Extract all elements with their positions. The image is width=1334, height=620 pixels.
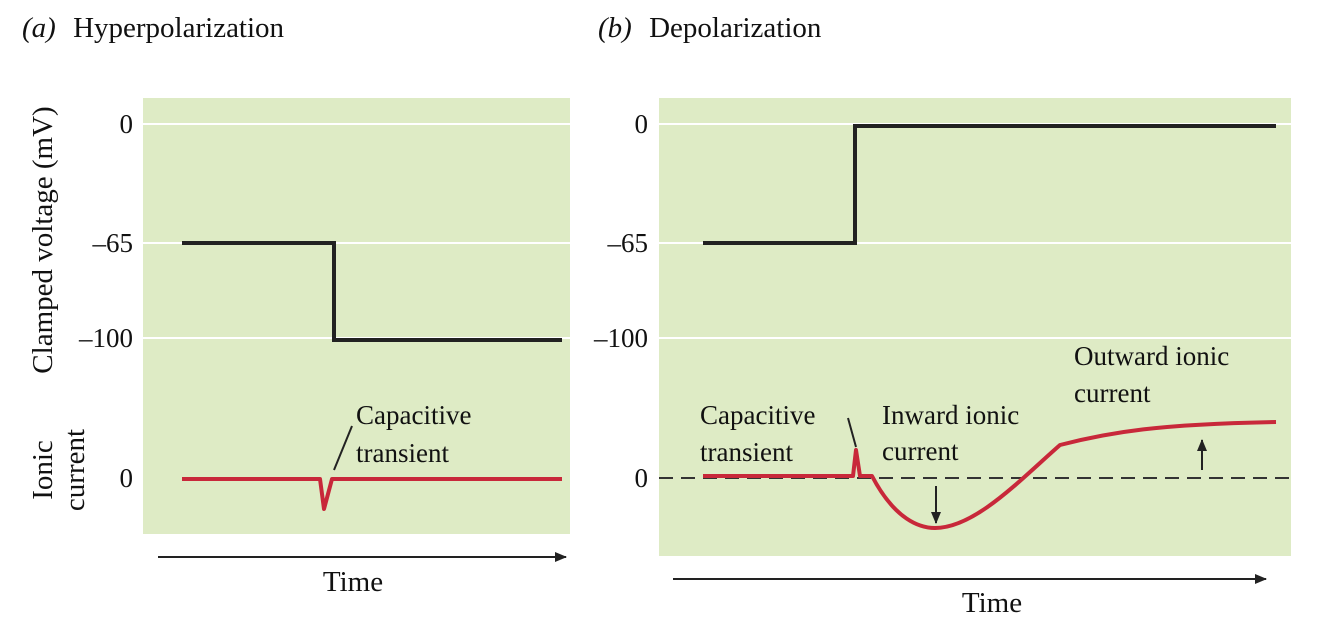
panel-b-capacitive-label-line2: transient: [700, 437, 793, 467]
panel-a-ytick-neg100: –100: [78, 323, 133, 353]
panel-b-capacitive-pointer: [847, 417, 857, 448]
panel-b-capacitive-label-line1: Capacitive: [700, 400, 815, 430]
panel-a-ytick-0: 0: [120, 109, 134, 139]
panel-a-capacitive-label-line2: transient: [356, 438, 449, 468]
panel-b-current-trace: [703, 420, 1277, 530]
panel-a-xaxis-title: Time: [323, 566, 383, 598]
panel-b-xaxis-title: Time: [962, 587, 1022, 619]
panel-b-ytick-0: 0: [635, 109, 649, 139]
panel-b-title: (b) Depolarization: [598, 12, 822, 44]
panel-b: (b) Depolarization 0 –65 –100 0 Capaciti…: [593, 12, 1291, 619]
panel-b-title-text: Depolarization: [649, 12, 822, 44]
panel-b-ytick-neg100: –100: [593, 323, 648, 353]
panel-a-current-axis-title-line2: current: [59, 429, 91, 511]
panel-a-current-axis-title-line1: Ionic: [27, 440, 59, 500]
panel-b-outward-label-line2: current: [1074, 378, 1151, 408]
panel-a: (a) Hyperpolarization 0 –65 –100 0 Clamp…: [22, 12, 570, 598]
panel-a-title: (a) Hyperpolarization: [22, 12, 285, 44]
panel-a-plot-area: [143, 98, 570, 534]
panel-a-voltage-axis-title: Clamped voltage (mV): [27, 106, 59, 373]
panel-a-current-trace: [182, 477, 562, 511]
panel-b-plot-area: [659, 98, 1291, 556]
panel-b-voltage-trace: [703, 124, 1276, 245]
panel-b-inward-label-line2: current: [882, 436, 959, 466]
panel-b-outward-label-line1: Outward ionic: [1074, 341, 1229, 371]
panel-a-title-text: Hyperpolarization: [73, 12, 284, 44]
panel-b-letter: (b): [598, 12, 632, 44]
panel-b-current-tick-0: 0: [635, 463, 649, 493]
panel-a-current-tick-0: 0: [120, 463, 134, 493]
panel-a-capacitive-label-line1: Capacitive: [356, 400, 471, 430]
panel-a-ytick-neg65: –65: [92, 228, 134, 258]
panel-a-voltage-trace: [182, 241, 562, 342]
panel-b-inward-label-line1: Inward ionic: [882, 400, 1019, 430]
panel-b-ytick-neg65: –65: [607, 228, 649, 258]
panel-a-capacitive-pointer: [333, 425, 353, 471]
panel-a-letter: (a): [22, 12, 56, 44]
